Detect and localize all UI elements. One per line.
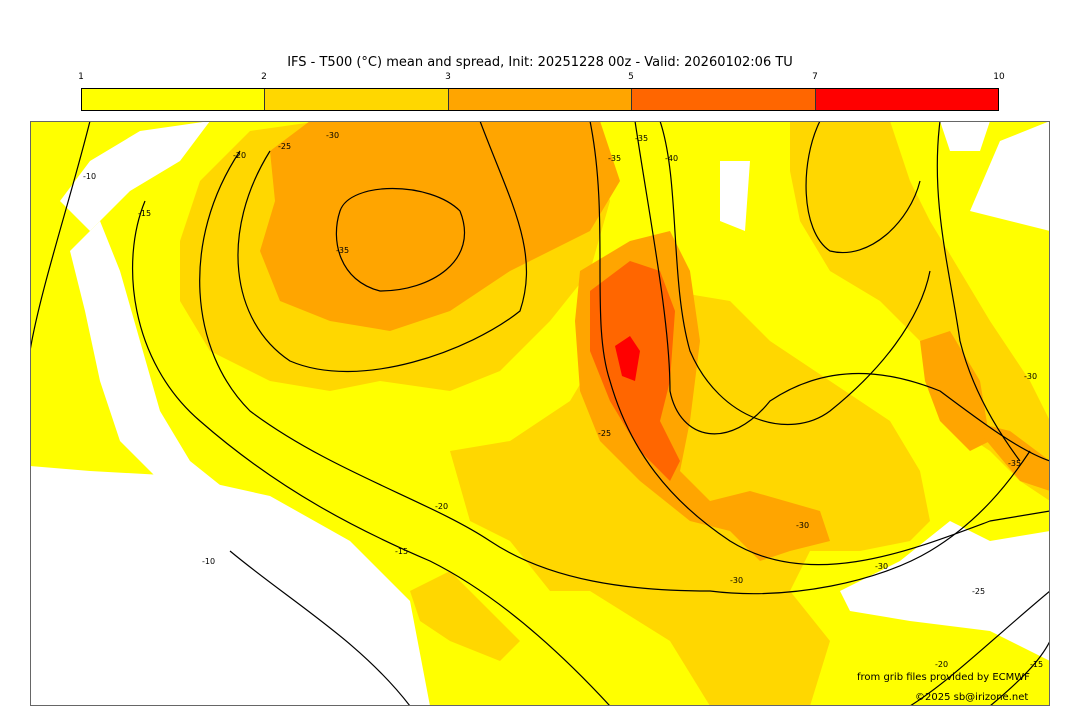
contour-label: -30 xyxy=(730,576,743,585)
spread-map: -10 -15 -20 -25 -30 -35 -35 -40 -35 -30 … xyxy=(30,121,1050,706)
map-frame xyxy=(30,121,1050,706)
contour-label: -15 xyxy=(138,209,151,218)
contour-label: -30 xyxy=(1024,372,1037,381)
colorbar-bin-3-5 xyxy=(448,89,633,110)
colorbar-tick: 7 xyxy=(812,72,818,82)
contour-label: -35 xyxy=(635,134,648,143)
contour-label: -20 xyxy=(233,151,246,160)
contour-label: -10 xyxy=(202,557,215,566)
contour-label: -15 xyxy=(395,547,408,556)
colorbar-tick: 10 xyxy=(993,72,1005,82)
spread-red-area xyxy=(615,336,640,381)
copyright-credit: ©2025 sb@irizone.net xyxy=(915,692,1029,703)
colorbar-bin-5-7 xyxy=(632,89,816,110)
contour-label: -25 xyxy=(598,429,611,438)
contour-label: -40 xyxy=(665,154,678,163)
contour-label: -20 xyxy=(935,660,948,669)
colorbar-bin-1-2 xyxy=(82,89,266,110)
contour-label: -30 xyxy=(875,562,888,571)
colorbar xyxy=(81,88,999,111)
contour-label: -10 xyxy=(83,172,96,181)
contour-label: -20 xyxy=(435,502,448,511)
colorbar-tick: 2 xyxy=(261,72,267,82)
contour-label: -30 xyxy=(796,521,809,530)
contour-label: -25 xyxy=(972,587,985,596)
contour-label: -35 xyxy=(1008,459,1021,468)
contour-label: -35 xyxy=(336,246,349,255)
contour-label: -25 xyxy=(278,142,291,151)
temperature-contours xyxy=(30,121,1050,706)
colorbar-tick: 5 xyxy=(628,72,634,82)
colorbar-bin-7-10 xyxy=(815,89,999,110)
data-source-credit: from grib files provided by ECMWF xyxy=(857,672,1030,683)
contour-label: -30 xyxy=(326,131,339,140)
contour-label: -35 xyxy=(608,154,621,163)
map-title: IFS - T500 (°C) mean and spread, Init: 2… xyxy=(287,55,793,70)
colorbar-tick: 1 xyxy=(78,72,84,82)
colorbar-bin-2-3 xyxy=(265,89,449,110)
spread-white-areas xyxy=(30,121,1050,706)
contour-labels: -10 -15 -20 -25 -30 -35 -35 -40 -35 -30 … xyxy=(83,131,1043,669)
colorbar-tick: 3 xyxy=(445,72,451,82)
contour-label: -15 xyxy=(1030,660,1043,669)
